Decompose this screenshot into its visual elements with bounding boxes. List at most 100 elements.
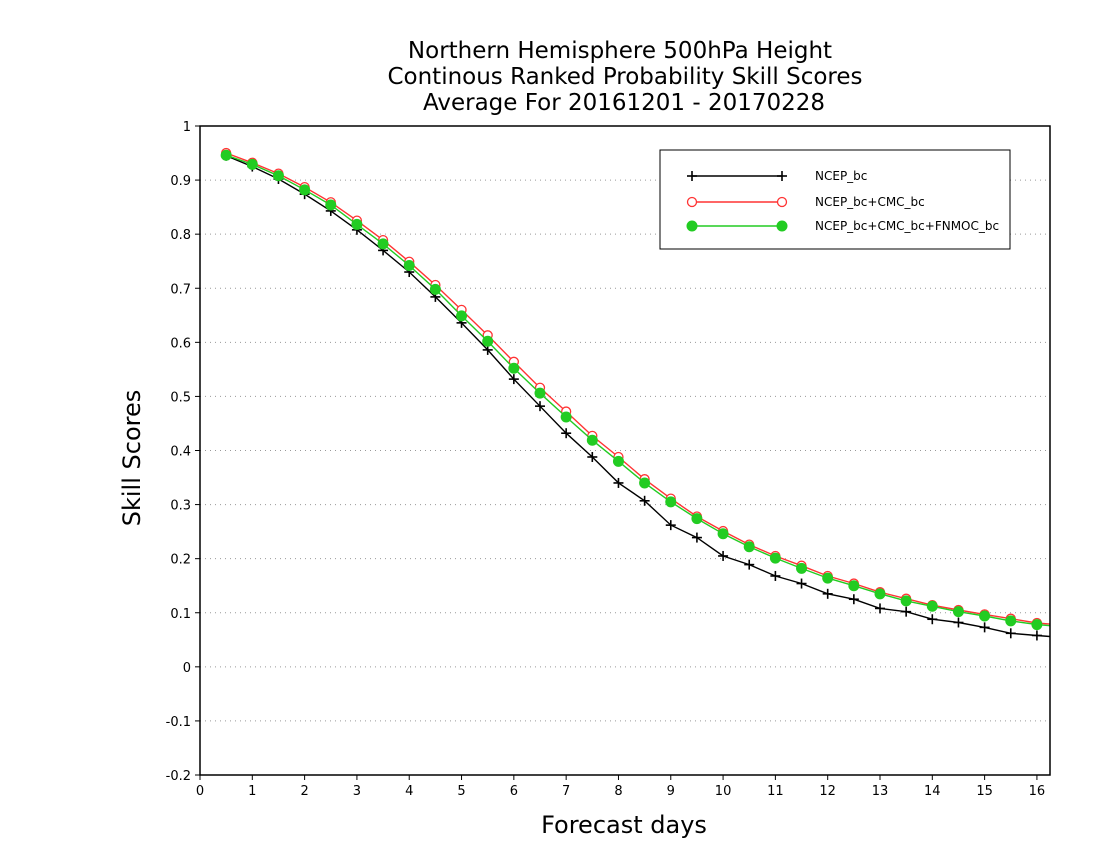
data-point <box>875 603 885 614</box>
data-point <box>508 362 520 374</box>
data-point <box>377 238 389 250</box>
legend-marker <box>686 220 698 232</box>
data-point <box>1031 630 1042 641</box>
legend-marker <box>687 171 697 181</box>
data-point <box>848 594 859 605</box>
series-3 <box>220 149 1051 631</box>
data-point <box>691 513 703 525</box>
data-point <box>639 477 651 489</box>
chart-title-line-1: Northern Hemisphere 500hPa Height <box>408 38 832 64</box>
legend-label: NCEP_bc+CMC_bc <box>815 195 925 209</box>
data-point <box>220 149 232 161</box>
data-point <box>560 411 572 423</box>
y-axis-label: Skill Scores <box>118 390 146 527</box>
y-tick-label: 0.4 <box>170 445 191 460</box>
y-tick-label: -0.2 <box>166 769 191 784</box>
chart-title-line-2: Continous Ranked Probability Skill Score… <box>387 64 862 90</box>
y-tick-label: -0.1 <box>166 715 191 730</box>
y-tick-label: 0.8 <box>170 228 191 243</box>
data-point <box>744 559 755 570</box>
data-point <box>1005 628 1016 639</box>
x-tick-label: 0 <box>196 784 204 799</box>
data-point <box>508 374 519 385</box>
data-point <box>927 614 938 625</box>
data-point <box>979 610 991 622</box>
y-tick-label: 0.1 <box>170 607 191 622</box>
chart-title: Northern Hemisphere 500hPa Height Contin… <box>387 38 862 116</box>
chart-title-line-3: Average For 20161201 - 20170228 <box>423 90 825 116</box>
data-point <box>272 170 284 182</box>
data-point <box>796 562 808 574</box>
data-point <box>351 218 363 230</box>
legend-marker <box>776 196 788 208</box>
data-point <box>822 572 834 584</box>
x-tick-label: 10 <box>715 784 732 799</box>
data-point <box>535 401 545 412</box>
x-tick-label: 7 <box>562 784 570 799</box>
data-point <box>1005 615 1017 627</box>
data-point <box>848 580 860 592</box>
data-point <box>691 532 702 543</box>
data-point <box>717 528 729 540</box>
data-point <box>822 588 833 599</box>
series-group <box>220 147 1051 641</box>
legend-marker <box>686 196 698 208</box>
data-point <box>299 184 311 196</box>
y-tick-label: 0.7 <box>170 282 191 297</box>
x-tick-label: 1 <box>248 784 256 799</box>
data-point <box>900 595 912 607</box>
axis-ticks: -0.2-0.100.10.20.30.40.50.60.70.80.910 1 2… <box>166 120 1046 799</box>
x-axis-label: Forecast days <box>541 811 707 839</box>
x-tick-label: 14 <box>924 784 941 799</box>
data-point <box>586 434 598 446</box>
data-point <box>665 496 677 508</box>
x-tick-label: 16 <box>1029 784 1046 799</box>
legend-label: NCEP_bc <box>815 169 867 183</box>
data-point <box>639 495 650 506</box>
y-tick-label: 0.3 <box>170 499 191 514</box>
x-tick-label: 6 <box>510 784 518 799</box>
data-point <box>325 199 337 211</box>
data-point <box>534 387 546 399</box>
data-point <box>456 310 468 322</box>
data-point <box>769 552 781 564</box>
data-point <box>718 550 729 561</box>
data-point <box>613 477 624 488</box>
data-point <box>482 335 494 347</box>
data-point <box>770 570 781 581</box>
legend-label: NCEP_bc+CMC_bc+FNMOC_bc <box>815 219 999 233</box>
legend: NCEP_bc NCEP_bc+CMC_bc NCEP_bc+CMC_bc+FNMO… <box>659 149 1011 250</box>
legend-marker <box>776 220 788 232</box>
data-point <box>874 588 886 600</box>
grid-lines <box>200 179 1050 722</box>
legend-marker <box>777 171 787 181</box>
y-tick-label: 0.6 <box>170 336 191 351</box>
data-point <box>979 622 990 633</box>
x-tick-label: 4 <box>405 784 413 799</box>
x-tick-label: 13 <box>872 784 889 799</box>
x-tick-label: 8 <box>614 784 622 799</box>
data-point <box>953 617 964 628</box>
data-point <box>665 520 676 531</box>
data-point <box>952 606 964 618</box>
data-point <box>743 541 755 553</box>
data-point <box>561 428 572 439</box>
data-point <box>1031 619 1043 631</box>
y-tick-label: 0.9 <box>170 174 191 189</box>
data-point <box>403 260 415 272</box>
x-tick-label: 9 <box>667 784 675 799</box>
x-tick-label: 5 <box>457 784 465 799</box>
data-point <box>587 451 598 462</box>
data-point <box>246 158 258 170</box>
y-tick-label: 1 <box>183 120 191 135</box>
x-tick-label: 15 <box>976 784 993 799</box>
x-tick-label: 3 <box>353 784 361 799</box>
data-point <box>926 600 938 612</box>
y-tick-label: 0 <box>183 661 191 676</box>
x-tick-label: 2 <box>300 784 308 799</box>
legend-box <box>659 149 1011 250</box>
y-tick-label: 0.5 <box>170 390 191 405</box>
data-point <box>796 578 807 589</box>
x-tick-label: 12 <box>819 784 836 799</box>
